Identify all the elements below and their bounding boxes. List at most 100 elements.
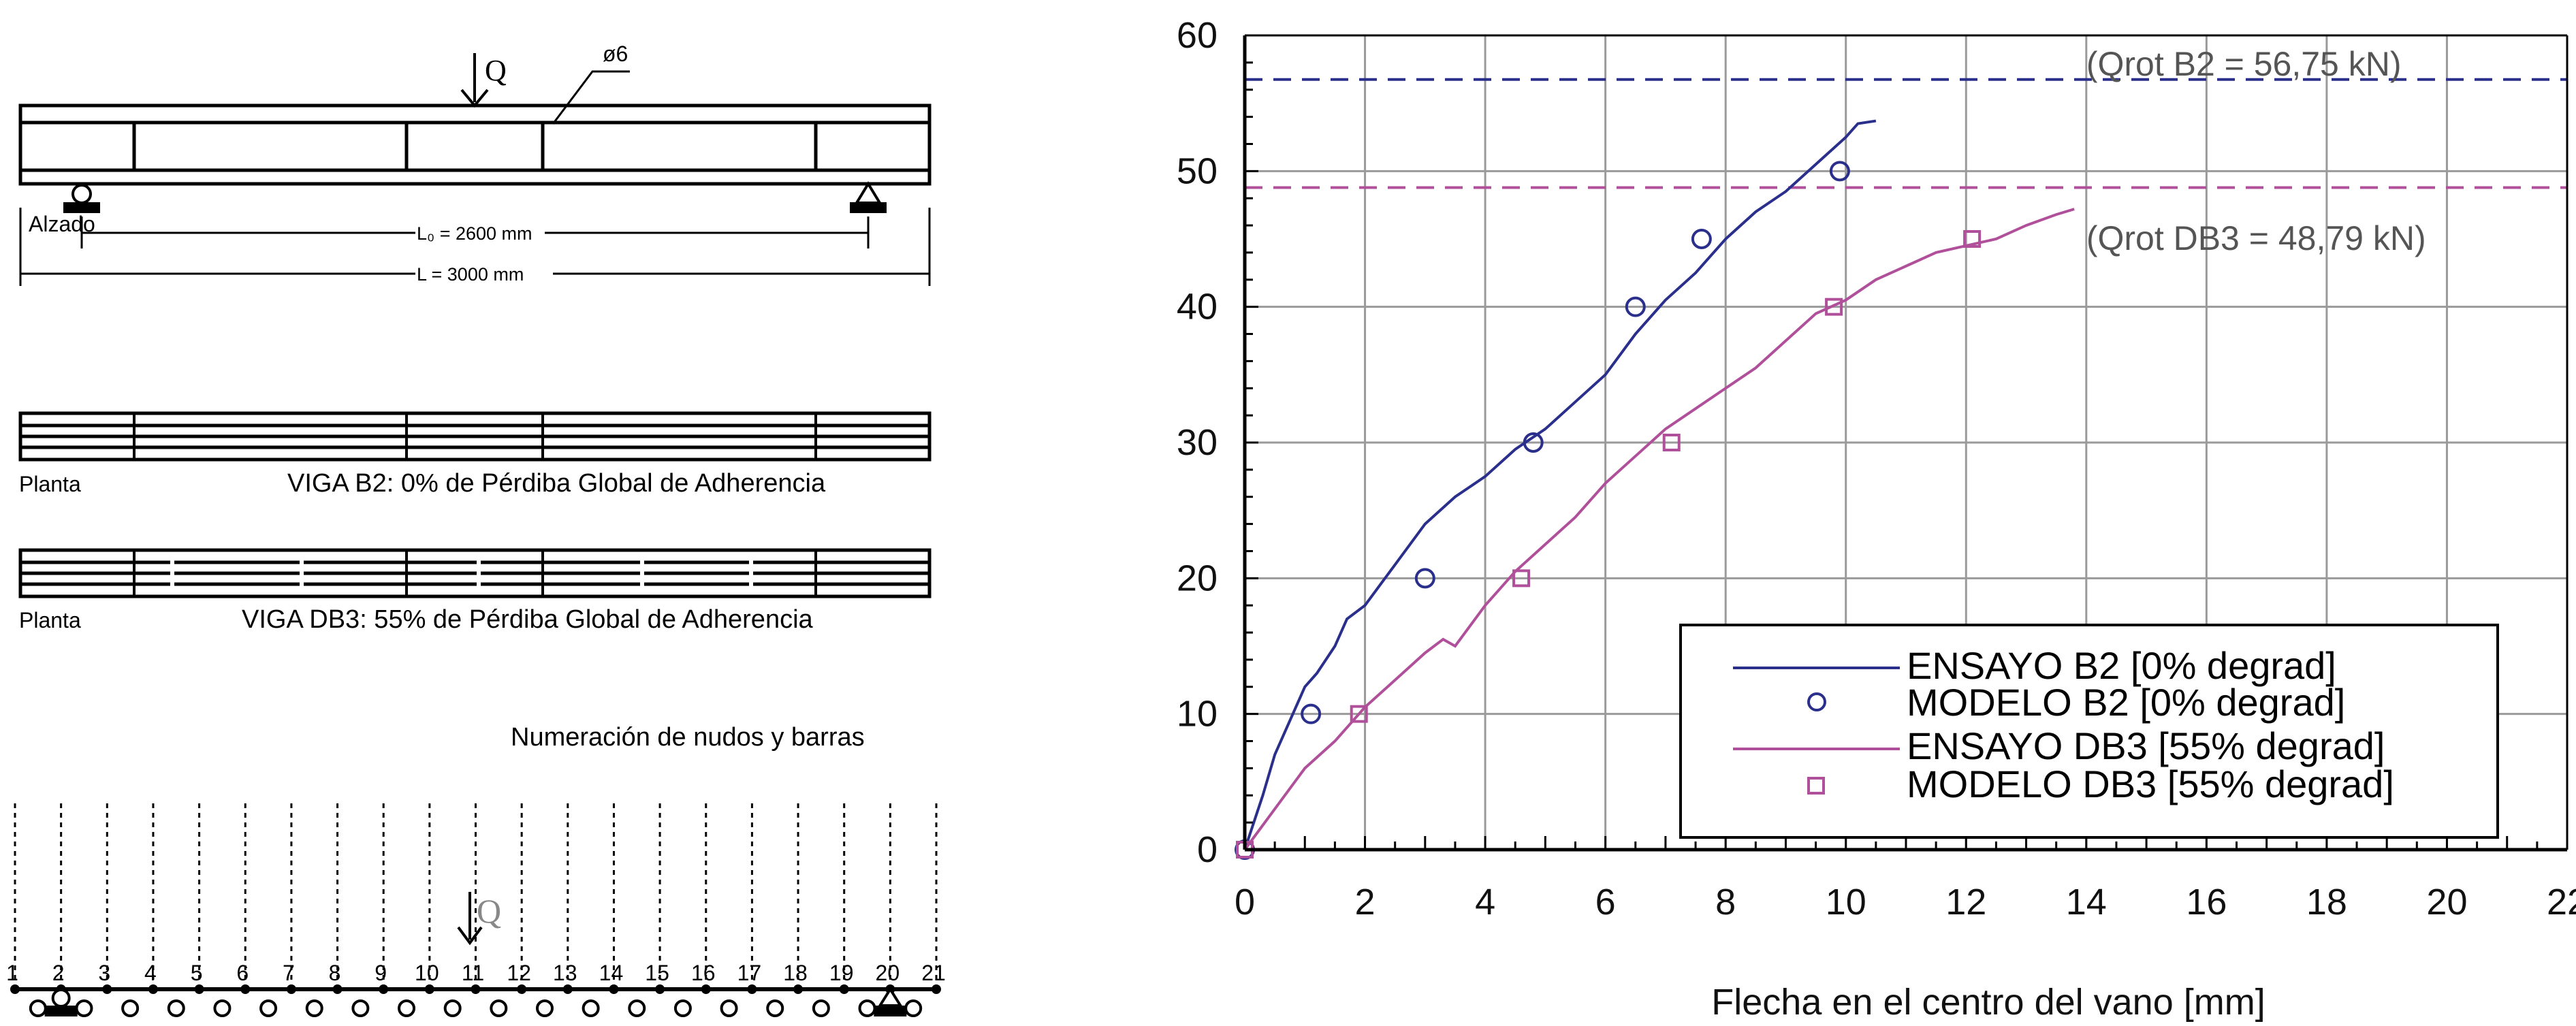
data-point-modelo-db3 [1963, 230, 1982, 248]
node-number: 9 [375, 961, 387, 985]
dimension-l0: L₀ = 2600 mm [80, 217, 870, 249]
node-dot [609, 984, 619, 994]
bar-element-marker [858, 999, 876, 1017]
x-tick-label: 10 [1826, 882, 1866, 923]
bar-element-marker [121, 999, 140, 1017]
x-tick-label: 16 [2186, 882, 2227, 923]
plan-b2-label: Planta [19, 472, 81, 496]
node-dot [932, 984, 941, 994]
node-dot [701, 984, 711, 994]
bar-element-marker [812, 999, 830, 1017]
legend-circle-modelo-b2 [1807, 692, 1826, 711]
node-number: 5 [191, 961, 203, 985]
data-point-modelo-db3 [1512, 569, 1531, 588]
reference-lines [1245, 78, 2567, 189]
mesh-right-support-icon [874, 987, 907, 1016]
node-number: 21 [921, 961, 946, 985]
node-number: 19 [829, 961, 854, 985]
data-point-modelo-b2 [1523, 432, 1544, 453]
x-tick-label: 14 [2066, 882, 2107, 923]
x-tick-label: 20 [2426, 882, 2467, 923]
bar-element-marker [443, 999, 462, 1017]
node-number: 14 [599, 961, 624, 985]
x-tick-label: 2 [1355, 882, 1376, 923]
data-point-modelo-db3 [1825, 298, 1843, 316]
bar-element-marker [673, 999, 692, 1017]
chart-series [1235, 119, 2075, 860]
node-number: 15 [645, 961, 669, 985]
data-point-modelo-b2 [1301, 703, 1322, 724]
bar-element-marker [904, 999, 923, 1017]
x-tick-label: 8 [1715, 882, 1736, 923]
right-support-icon [850, 181, 887, 213]
legend-label-modelo-db3: MODELO DB3 [55% degrad] [1907, 763, 2394, 805]
node-number: 2 [52, 961, 65, 985]
node-number: 18 [783, 961, 808, 985]
bar-element-marker [75, 999, 93, 1017]
legend-box [1679, 624, 2499, 839]
node-number: 17 [737, 961, 762, 985]
node-number: 3 [98, 961, 110, 985]
bar-element-marker [490, 999, 508, 1017]
dimension-l: L = 3000 mm [19, 208, 931, 286]
l0-label: L₀ = 2600 mm [417, 223, 532, 244]
l-label: L = 3000 mm [417, 264, 524, 285]
data-point-modelo-b2 [1829, 161, 1850, 182]
legend-square-modelo-db3 [1807, 777, 1825, 795]
series-line-2 [1243, 208, 2075, 851]
series-line-0 [1243, 119, 1877, 850]
mesh-load-label: Q [477, 892, 501, 930]
left-support-icon [63, 184, 100, 213]
y-tick-label: 50 [1177, 150, 1218, 191]
bar-element-marker [351, 999, 370, 1017]
node-dot [148, 984, 158, 994]
bar-element-marker [720, 999, 738, 1017]
data-point-modelo-b2 [1691, 229, 1712, 249]
plan-b2-caption: VIGA B2: 0% de Pérdiba Global de Adheren… [287, 469, 826, 498]
bar-element-marker [535, 999, 554, 1017]
node-dot [240, 984, 251, 994]
node-number: 1 [6, 961, 18, 985]
bar-element-marker [766, 999, 784, 1017]
bar-element-marker [259, 999, 278, 1017]
y-tick-label: 20 [1177, 558, 1218, 598]
node-dot [332, 984, 343, 994]
load-arrow-icon [460, 53, 489, 108]
bar-label: ø6 [603, 42, 628, 66]
node-number: 16 [691, 961, 716, 985]
mesh-left-support-icon [44, 989, 78, 1016]
chart-legend: ENSAYO B2 [0% degrad] MODELO B2 [0% degr… [1679, 624, 2499, 839]
node-dot [102, 984, 112, 994]
node-number: 13 [553, 961, 577, 985]
plan-db3: Planta VIGA DB3: 55% de Pérdiba Global d… [18, 548, 932, 634]
node-dot [839, 984, 849, 994]
bar-element-marker [628, 999, 646, 1017]
x-tick-label: 22 [2547, 882, 2576, 923]
node-dot [517, 984, 527, 994]
y-tick-label: 60 [1177, 15, 1218, 56]
plan-b2: Planta VIGA B2: 0% de Pérdiba Global de … [18, 411, 932, 498]
legend-label-modelo-b2: MODELO B2 [0% degrad] [1907, 681, 2345, 724]
node-number: 12 [507, 961, 531, 985]
node-dot [424, 984, 434, 994]
node-number: 6 [236, 961, 249, 985]
node-dot [286, 984, 296, 994]
x-tick-label: 6 [1595, 882, 1616, 923]
load-label: Q [485, 54, 507, 87]
bar-element-marker [29, 999, 47, 1017]
node-dot [793, 984, 804, 994]
node-dot [10, 984, 20, 994]
x-tick-label: 18 [2306, 882, 2347, 923]
node-dot [562, 984, 573, 994]
bar-element-marker [213, 999, 232, 1017]
data-point-modelo-db3 [1350, 705, 1368, 723]
node-number: 10 [415, 961, 439, 985]
x-tick-label: 0 [1235, 882, 1255, 923]
plan-db3-caption: VIGA DB3: 55% de Pérdiba Global de Adher… [242, 605, 814, 634]
node-number: 20 [876, 961, 900, 985]
bar-label-leader [552, 70, 630, 125]
y-tick-label: 30 [1177, 422, 1218, 463]
data-point-modelo-db3 [1662, 434, 1681, 451]
beam-outline [18, 103, 932, 186]
bar-element-marker [305, 999, 323, 1017]
